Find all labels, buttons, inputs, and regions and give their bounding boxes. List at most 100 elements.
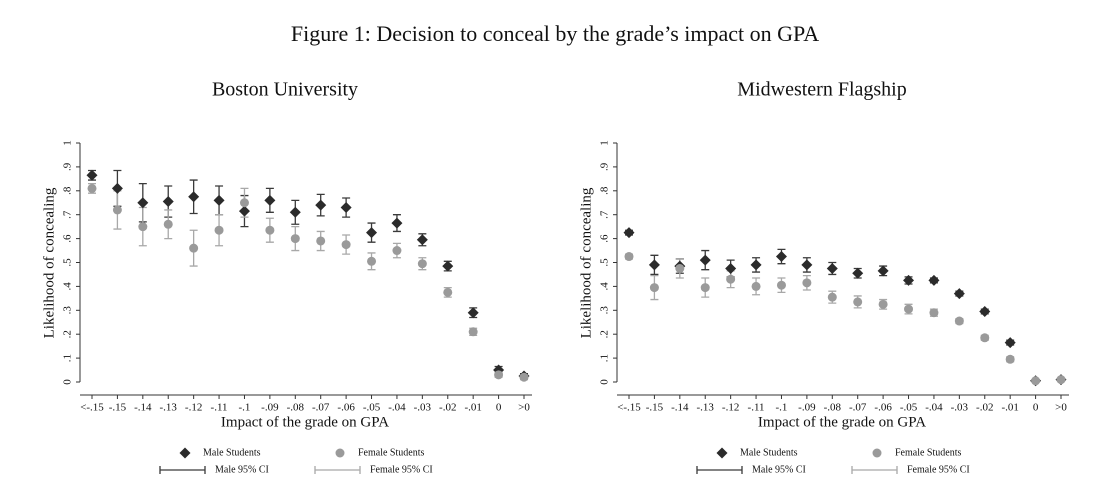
marker — [928, 274, 940, 286]
chart-title: Boston University — [212, 79, 358, 101]
marker — [264, 194, 276, 206]
x-tick-label: <-.15 — [80, 402, 104, 414]
x-tick-label: -.08 — [824, 402, 842, 414]
y-tick-label: .2 — [62, 330, 74, 338]
marker — [289, 206, 301, 218]
x-tick-label: <-.15 — [617, 402, 641, 414]
marker — [980, 333, 990, 343]
marker — [904, 304, 914, 314]
marker — [624, 252, 634, 262]
marker — [86, 169, 98, 181]
marker — [467, 307, 479, 319]
x-tick-label: -.09 — [798, 402, 816, 414]
x-axis-title: Impact of the grade on GPA — [758, 414, 926, 430]
legend-label: Male Students — [203, 447, 261, 458]
marker — [903, 274, 915, 286]
marker — [751, 281, 761, 291]
x-tick-label: 0 — [496, 402, 502, 414]
x-tick-label: -.11 — [748, 402, 765, 414]
marker — [675, 263, 685, 273]
x-tick-label: -.09 — [261, 402, 279, 414]
marker — [801, 259, 813, 271]
marker — [700, 283, 710, 293]
marker — [699, 254, 711, 266]
x-tick-label: -.14 — [134, 402, 152, 414]
marker — [188, 191, 200, 203]
x-tick-label: -.11 — [211, 402, 228, 414]
marker — [111, 182, 123, 194]
x-axis-title: Impact of the grade on GPA — [221, 414, 389, 430]
marker — [443, 287, 453, 297]
marker — [290, 234, 300, 244]
marker — [750, 259, 762, 271]
legend-ci — [314, 466, 361, 474]
marker — [392, 246, 402, 256]
y-axis-title: Likelihood of concealing — [578, 187, 594, 338]
legend-label: Male 95% CI — [215, 464, 269, 475]
marker — [214, 225, 224, 235]
y-tick-label: .1 — [62, 354, 74, 362]
marker — [367, 256, 377, 266]
x-tick-label: -.02 — [439, 402, 456, 414]
x-tick-label: -.01 — [1001, 402, 1018, 414]
marker — [826, 262, 838, 274]
marker — [163, 219, 173, 229]
marker — [417, 259, 427, 269]
marker — [468, 327, 478, 337]
marker — [877, 265, 889, 277]
marker — [1004, 337, 1016, 349]
marker — [341, 240, 351, 250]
marker — [775, 251, 787, 263]
legend-label: Female Students — [358, 447, 424, 458]
marker — [162, 196, 174, 208]
y-tick-label: .9 — [62, 162, 74, 171]
marker — [316, 236, 326, 246]
marker — [366, 227, 378, 239]
y-tick-label: .5 — [599, 258, 611, 267]
y-tick-label: .5 — [62, 258, 74, 267]
x-tick-label: -.05 — [363, 402, 381, 414]
marker — [1031, 376, 1041, 386]
chart-title: Midwestern Flagship — [737, 79, 906, 101]
legend-label: Female 95% CI — [907, 464, 970, 475]
x-tick-label: 0 — [1033, 402, 1039, 414]
y-tick-label: .8 — [62, 186, 74, 195]
marker — [852, 267, 864, 279]
legend-label: Male Students — [740, 447, 798, 458]
marker — [391, 217, 403, 229]
x-tick-label: -.06 — [874, 402, 892, 414]
x-tick-label: -.06 — [337, 402, 355, 414]
marker — [179, 447, 191, 459]
y-tick-label: 0 — [599, 379, 611, 385]
y-tick-label: .3 — [62, 306, 74, 315]
x-tick-label: -.14 — [671, 402, 689, 414]
marker — [442, 260, 454, 272]
x-tick-label: >0 — [518, 402, 530, 414]
marker — [213, 194, 225, 206]
marker — [138, 222, 148, 232]
marker — [239, 198, 249, 208]
marker — [872, 448, 882, 458]
marker — [802, 278, 812, 288]
marker — [335, 448, 345, 458]
marker — [776, 280, 786, 290]
marker — [979, 305, 991, 317]
marker — [827, 292, 837, 302]
y-tick-label: .1 — [599, 354, 611, 362]
marker — [623, 227, 635, 239]
y-tick-label: .7 — [62, 210, 74, 219]
marker — [189, 243, 199, 253]
y-tick-label: .9 — [599, 162, 611, 171]
marker — [853, 297, 863, 307]
marker — [494, 370, 504, 380]
marker — [315, 199, 327, 211]
y-tick-label: 0 — [62, 379, 74, 385]
y-tick-label: .7 — [599, 210, 611, 219]
x-tick-label: -.1 — [776, 402, 788, 414]
marker — [954, 316, 964, 326]
marker — [416, 234, 428, 246]
legend-label: Male 95% CI — [752, 464, 806, 475]
x-tick-label: -.08 — [287, 402, 305, 414]
marker — [726, 274, 736, 284]
